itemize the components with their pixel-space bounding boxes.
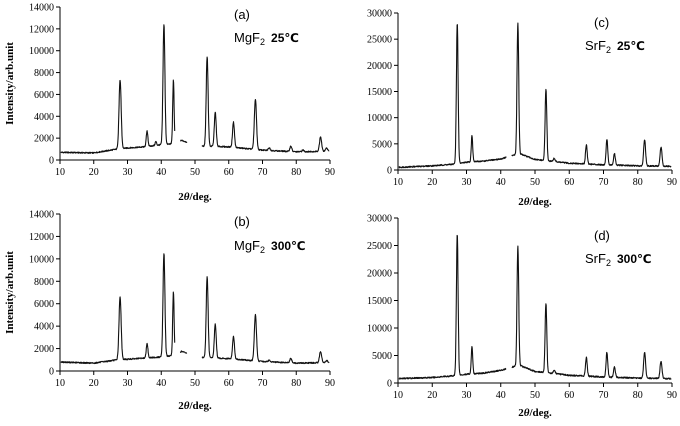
x-tick-label: 50 [190,378,200,389]
x-axis-title: 2θ/deg. [518,407,552,419]
y-tick-label: 2000 [34,134,54,145]
x-tick-label: 80 [633,390,643,401]
x-tick-label: 90 [667,390,677,401]
y-axis-title: Intensity/arb.unit [4,42,16,125]
x-tick-label: 50 [190,167,200,178]
y-tick-label: 12000 [29,232,54,243]
x-tick-label: 80 [291,378,301,389]
y-tick-label: 0 [49,156,54,167]
x-tick-label: 60 [224,167,234,178]
y-tick-label: 4000 [34,112,54,123]
panel-label: (d) [594,228,610,243]
x-tick-label: 30 [123,378,133,389]
x-tick-label: 70 [599,177,609,188]
xrd-pattern-line [398,234,672,380]
y-tick-label: 14000 [29,210,54,221]
x-tick-label: 90 [325,167,335,178]
x-tick-label: 80 [633,177,643,188]
x-tick-label: 70 [258,167,268,178]
panel-c: 10 20 30 40 50 60 70 80 90 0 5000 10000 15000 20000 25… [367,9,677,209]
y-tick-label: 6000 [34,90,54,101]
y-tick-label: 20000 [367,61,392,72]
sample-annotation: MgF2 300℃ [234,238,306,255]
x-tick-label: 80 [291,167,301,178]
x-tick-label: 20 [427,390,437,401]
x-tick-label: 10 [393,390,403,401]
x-tick-label: 30 [123,167,133,178]
x-tick-label: 90 [325,378,335,389]
y-tick-label: 25000 [367,241,392,252]
x-tick-label: 40 [496,177,506,188]
x-tick-label: 10 [393,177,403,188]
x-tick-label: 90 [667,177,677,188]
y-tick-label: 10000 [29,46,54,57]
x-tick-label: 40 [496,390,506,401]
y-tick-label: 5000 [372,351,392,362]
y-tick-label: 0 [49,367,54,378]
y-tick-label: 12000 [29,24,54,35]
y-tick-label: 15000 [367,87,392,98]
y-tick-label: 10000 [29,254,54,265]
x-tick-label: 30 [462,177,472,188]
x-tick-label: 70 [599,390,609,401]
panel-a: 10 20 30 40 50 60 70 80 90 0 2000 4000 6000 8000 10000… [4,3,335,204]
x-tick-label: 60 [564,177,574,188]
x-tick-label: 50 [530,177,540,188]
x-axis-title: 2θ/deg. [518,196,552,208]
y-tick-label: 4000 [34,322,54,333]
x-tick-label: 10 [55,378,65,389]
sample-annotation: SrF2 25℃ [585,38,645,55]
x-tick-label: 40 [156,167,166,178]
y-tick-label: 6000 [34,299,54,310]
y-tick-label: 20000 [367,269,392,280]
x-tick-label: 20 [427,177,437,188]
x-tick-label: 20 [89,378,99,389]
panel-label: (c) [594,15,609,30]
xrd-pattern-line [60,253,330,365]
y-tick-label: 5000 [372,139,392,150]
y-axis-title: Intensity/arb.unit [4,251,16,334]
panel-label: (b) [234,214,250,229]
y-tick-label: 15000 [367,296,392,307]
x-tick-label: 70 [258,378,268,389]
sample-annotation: MgF2 25℃ [234,30,299,47]
y-tick-label: 0 [387,166,392,177]
xrd-pattern-line [398,22,672,169]
y-tick-label: 25000 [367,35,392,46]
x-tick-label: 20 [89,167,99,178]
x-axis-title: 2θ/deg. [178,191,212,203]
panel-label: (a) [234,7,250,22]
sample-annotation: SrF2 300℃ [585,251,652,268]
y-tick-label: 30000 [367,214,392,225]
x-tick-label: 60 [224,378,234,389]
x-tick-label: 50 [530,390,540,401]
y-tick-label: 8000 [34,277,54,288]
panel-b: 10 20 30 40 50 60 70 80 90 0 2000 4000 6000 8000 10000… [4,210,335,413]
y-tick-label: 14000 [29,3,54,14]
x-tick-label: 60 [564,390,574,401]
y-tick-label: 8000 [34,68,54,79]
x-tick-label: 40 [156,378,166,389]
y-tick-label: 10000 [367,113,392,124]
x-tick-label: 30 [462,390,472,401]
y-tick-label: 0 [387,379,392,390]
y-tick-label: 10000 [367,324,392,335]
x-tick-label: 10 [55,167,65,178]
y-tick-label: 2000 [34,344,54,355]
xrd-pattern-line [60,24,330,155]
x-axis-title: 2θ/deg. [178,400,212,412]
y-tick-label: 30000 [367,9,392,20]
panel-d: 10 20 30 40 50 60 70 80 90 0 5000 10000 15000 20000 25… [367,214,677,420]
